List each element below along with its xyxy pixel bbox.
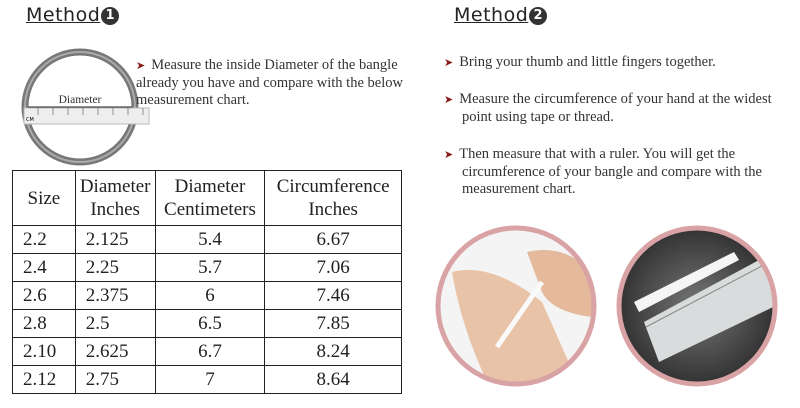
method2-bullet-1: ➤ Bring your thumb and little fingers tog… bbox=[444, 54, 789, 72]
bangle-diameter-illustration: CM Diameter bbox=[21, 48, 150, 166]
method2-number-badge: 2 bbox=[529, 7, 548, 25]
table-row: 2.4 2.25 5.7 7.06 bbox=[12, 253, 402, 282]
table-cell: 5.7 bbox=[154, 253, 266, 282]
table-cell: 7.85 bbox=[264, 309, 402, 338]
table-cell: 2.5 bbox=[74, 309, 156, 338]
table-header-row: Size Diameter Inches Diameter Centimeter… bbox=[12, 170, 402, 226]
table-cell: 2.375 bbox=[74, 281, 156, 310]
bullet-text: Then measure that with a ruler. You will… bbox=[459, 146, 762, 197]
table-cell: 6.67 bbox=[264, 225, 402, 254]
arrow-bullet-icon: ➤ bbox=[444, 94, 454, 106]
method2-title: Method bbox=[454, 4, 529, 26]
header-size: Size bbox=[12, 170, 76, 226]
arrow-bullet-icon: ➤ bbox=[444, 57, 454, 69]
arrow-bullet-icon: ➤ bbox=[136, 60, 146, 72]
table-cell: 8.24 bbox=[264, 337, 402, 366]
table-cell: 2.25 bbox=[74, 253, 156, 282]
method2-heading: Method 2 bbox=[454, 4, 548, 26]
table-row: 2.2 2.125 5.4 6.67 bbox=[12, 225, 402, 254]
method2-bullet-2: ➤ Measure the circumference of your hand … bbox=[444, 91, 792, 126]
table-cell: 6.7 bbox=[154, 337, 266, 366]
table-cell: 2.6 bbox=[12, 281, 76, 310]
table-cell: 2.125 bbox=[74, 225, 156, 254]
bullet-text: Measure the inside Diameter of the bangl… bbox=[136, 57, 403, 108]
method1-title: Method bbox=[26, 4, 101, 26]
method1-number-badge: 1 bbox=[101, 7, 120, 25]
table-cell: 2.10 bbox=[12, 337, 76, 366]
size-chart-table: Size Diameter Inches Diameter Centimeter… bbox=[12, 170, 402, 394]
table-row: 2.10 2.625 6.7 8.24 bbox=[12, 337, 402, 366]
table-cell: 6.5 bbox=[154, 309, 266, 338]
table-cell: 7.06 bbox=[264, 253, 402, 282]
header-circumference: Circumference Inches bbox=[264, 170, 402, 226]
table-cell: 2.4 bbox=[12, 253, 76, 282]
table-cell: 2.8 bbox=[12, 309, 76, 338]
table-cell: 2.2 bbox=[12, 225, 76, 254]
table-cell: 5.4 bbox=[154, 225, 266, 254]
method1-heading: Method 1 bbox=[26, 4, 120, 26]
table-cell: 8.64 bbox=[264, 365, 402, 394]
method2-bullet-3: ➤ Then measure that with a ruler. You wil… bbox=[444, 146, 800, 198]
table-row: 2.12 2.75 7 8.64 bbox=[12, 365, 402, 394]
method1-bullet: ➤ Measure the inside Diameter of the bang… bbox=[136, 57, 406, 109]
table-cell: 6 bbox=[154, 281, 266, 310]
ruler-label: CM bbox=[26, 117, 34, 123]
table-cell: 7 bbox=[154, 365, 266, 394]
bullet-text: Measure the circumference of your hand a… bbox=[459, 91, 772, 125]
bullet-text: Bring your thumb and little fingers toge… bbox=[459, 54, 716, 70]
diameter-label: Diameter bbox=[59, 94, 102, 106]
table-cell: 2.75 bbox=[74, 365, 156, 394]
table-cell: 2.12 bbox=[12, 365, 76, 394]
table-row: 2.8 2.5 6.5 7.85 bbox=[12, 309, 402, 338]
header-diameter-cm: Diameter Centimeters bbox=[154, 170, 266, 226]
arrow-bullet-icon: ➤ bbox=[444, 149, 454, 161]
ruler-measure-photo bbox=[616, 225, 778, 387]
header-diameter-inches: Diameter Inches bbox=[74, 170, 156, 226]
table-row: 2.6 2.375 6 7.46 bbox=[12, 281, 402, 310]
table-cell: 7.46 bbox=[264, 281, 402, 310]
table-cell: 2.625 bbox=[74, 337, 156, 366]
hand-measure-photo bbox=[435, 225, 597, 387]
